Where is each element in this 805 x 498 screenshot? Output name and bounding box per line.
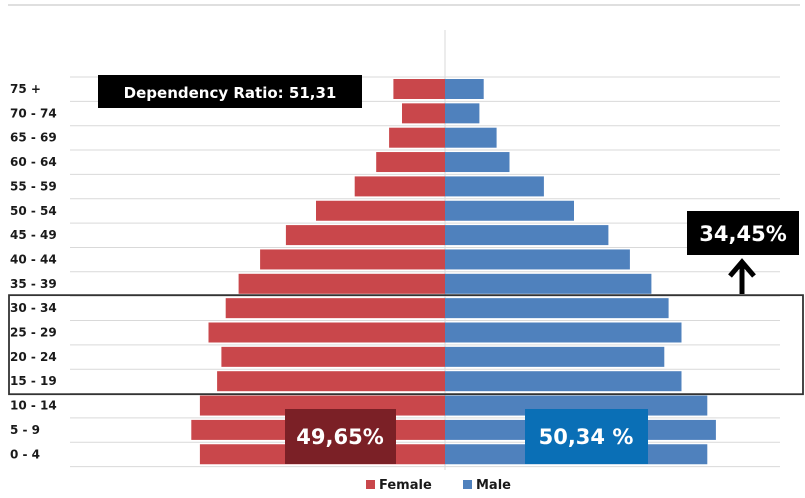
tick-label: 10 - 14 <box>10 399 57 413</box>
tick-label: 55 - 59 <box>10 179 57 193</box>
bar-female <box>376 152 445 173</box>
highlight-box <box>8 294 804 396</box>
highlight-share-text: 34,45% <box>699 222 786 246</box>
bar-male <box>445 79 484 99</box>
bar-male <box>445 249 630 270</box>
male-total-text: 50,34 % <box>539 425 634 449</box>
tick-label: 5 - 9 <box>10 423 40 437</box>
tick-label: 75 + <box>10 82 41 96</box>
tick-label: 20 - 24 <box>10 350 57 364</box>
legend-female-swatch <box>366 480 375 489</box>
bar-male <box>445 176 544 197</box>
tick-label: 35 - 39 <box>10 277 57 291</box>
tick-label: 40 - 44 <box>10 252 57 266</box>
bar-female <box>354 176 445 197</box>
bar-male <box>445 346 665 367</box>
bar-female <box>389 127 445 148</box>
legend-female-label: Female <box>379 478 432 493</box>
bar-female <box>260 249 445 270</box>
bar-female <box>225 298 445 319</box>
dependency-ratio-label: Dependency Ratio: 51,31 <box>98 75 362 108</box>
tick-label: 65 - 69 <box>10 131 57 145</box>
bar-male <box>445 298 669 319</box>
tick-label: 50 - 54 <box>10 204 57 218</box>
age-tick-labels: 0 - 4 5 - 9 10 - 14 15 - 19 20 - 24 25 - 29 30… <box>10 82 57 461</box>
tick-label: 45 - 49 <box>10 228 57 242</box>
bar-female <box>238 273 445 294</box>
bar-male <box>445 225 609 246</box>
bar-male <box>445 103 480 124</box>
grid-lines <box>70 76 780 468</box>
bar-male <box>445 200 574 221</box>
tick-label: 60 - 64 <box>10 155 57 169</box>
bar-female <box>221 346 445 367</box>
female-total-label: 49,65% <box>285 409 396 464</box>
bar-female <box>393 79 445 99</box>
bar-female <box>402 103 445 124</box>
tick-label: 0 - 4 <box>10 447 40 461</box>
dependency-ratio-text: Dependency Ratio: 51,31 <box>124 84 337 102</box>
bar-female <box>316 200 445 221</box>
highlight-share-label: 34,45% <box>687 211 799 255</box>
tick-label: 15 - 19 <box>10 374 57 388</box>
female-total-text: 49,65% <box>296 425 383 449</box>
bar-female <box>217 371 445 392</box>
legend-male-label: Male <box>476 478 511 493</box>
bar-female <box>208 322 445 343</box>
tick-label: 25 - 29 <box>10 326 57 340</box>
bar-male <box>445 152 510 173</box>
bar-male <box>445 322 682 343</box>
legend-male-swatch <box>463 480 472 489</box>
tick-label: 70 - 74 <box>10 106 57 120</box>
bar-female <box>285 225 445 246</box>
bar-male <box>445 127 497 148</box>
bar-male <box>445 273 652 294</box>
legend: Female Male <box>366 478 511 493</box>
male-total-label: 50,34 % <box>525 409 648 464</box>
bar-male <box>445 371 682 392</box>
up-arrow-icon <box>728 258 756 294</box>
tick-label: 30 - 34 <box>10 301 57 315</box>
